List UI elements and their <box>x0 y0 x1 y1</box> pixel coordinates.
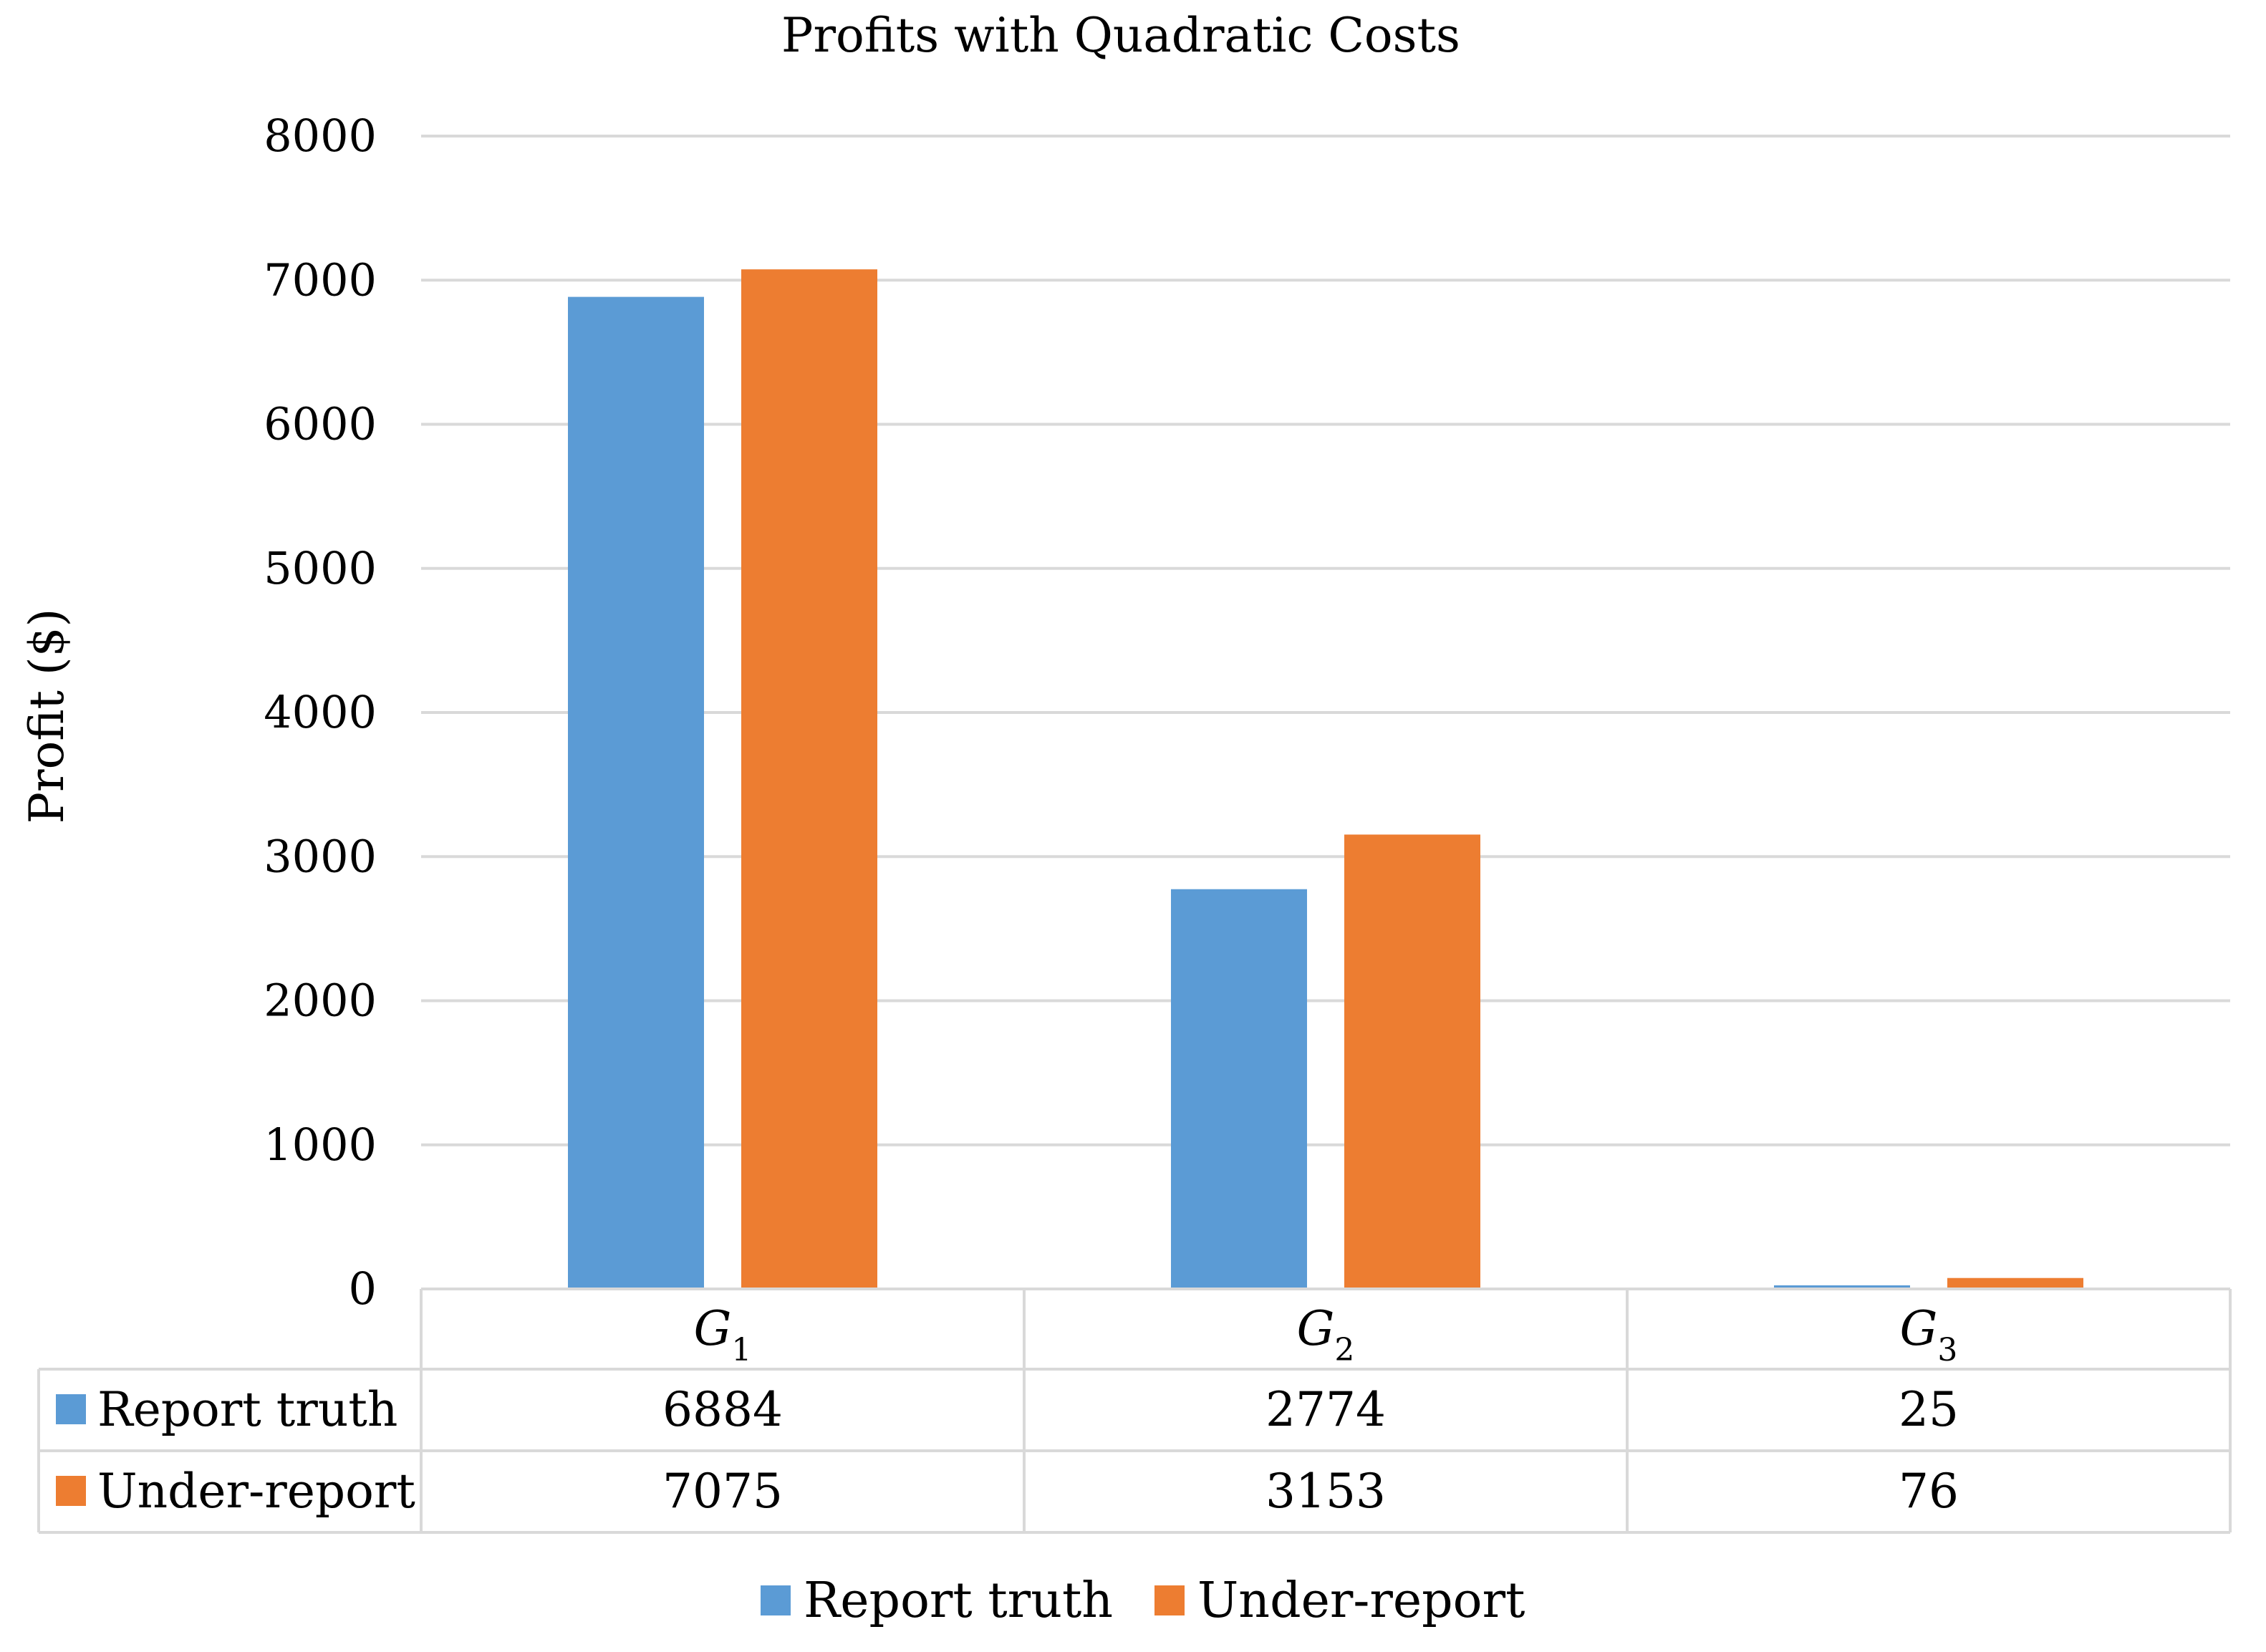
table-legend-swatch <box>56 1394 86 1424</box>
bar-under-report-2 <box>1344 834 1480 1289</box>
table-series-label: Under-report <box>97 1464 415 1519</box>
legend-label: Under-report <box>1197 1573 1525 1629</box>
table-value: 6884 <box>662 1382 783 1437</box>
bars <box>568 269 2083 1290</box>
y-tick-label: 2000 <box>264 975 377 1027</box>
y-axis-ticks: 0 1000 2000 3000 4000 5000 6000 7000 8000 <box>264 110 377 1315</box>
legend-label: Report truth <box>804 1573 1113 1629</box>
y-tick-label: 8000 <box>264 110 377 162</box>
y-tick-label: 7000 <box>264 253 377 306</box>
y-tick-label: 0 <box>349 1262 377 1315</box>
bar-report-truth-1 <box>568 296 704 1290</box>
legend-swatch <box>1154 1585 1185 1615</box>
bar-under-report-1 <box>741 269 877 1289</box>
table-value: 25 <box>1899 1382 1959 1437</box>
y-axis-label: Profit ($) <box>19 609 74 824</box>
chart-title: Profits with Quadratic Costs <box>781 8 1460 63</box>
y-tick-label: 4000 <box>264 686 377 738</box>
bar-report-truth-2 <box>1171 889 1307 1289</box>
category-label: G3 <box>1900 1301 1958 1368</box>
table-value: 7075 <box>662 1464 783 1519</box>
y-tick-label: 6000 <box>264 398 377 450</box>
category-label: G2 <box>1297 1301 1355 1368</box>
legend-swatch <box>761 1585 791 1615</box>
y-tick-label: 3000 <box>264 830 377 882</box>
bar-under-report-3 <box>1947 1277 2083 1289</box>
table-legend-swatch <box>56 1476 86 1506</box>
category-label: G1 <box>694 1301 752 1368</box>
data-table: G1 G2 G3 Report truth 6884 2774 25 Under-report… <box>37 1288 2232 1534</box>
table-value: 3153 <box>1265 1464 1386 1519</box>
y-tick-label: 5000 <box>264 542 377 594</box>
bar-report-truth-3 <box>1774 1285 1910 1289</box>
gridlines <box>421 135 2230 1146</box>
legend: Report truth Under-report <box>761 1573 1525 1629</box>
table-value: 2774 <box>1265 1382 1386 1437</box>
table-value: 76 <box>1899 1464 1959 1519</box>
table-series-label: Report truth <box>97 1382 397 1437</box>
y-tick-label: 1000 <box>264 1119 377 1171</box>
